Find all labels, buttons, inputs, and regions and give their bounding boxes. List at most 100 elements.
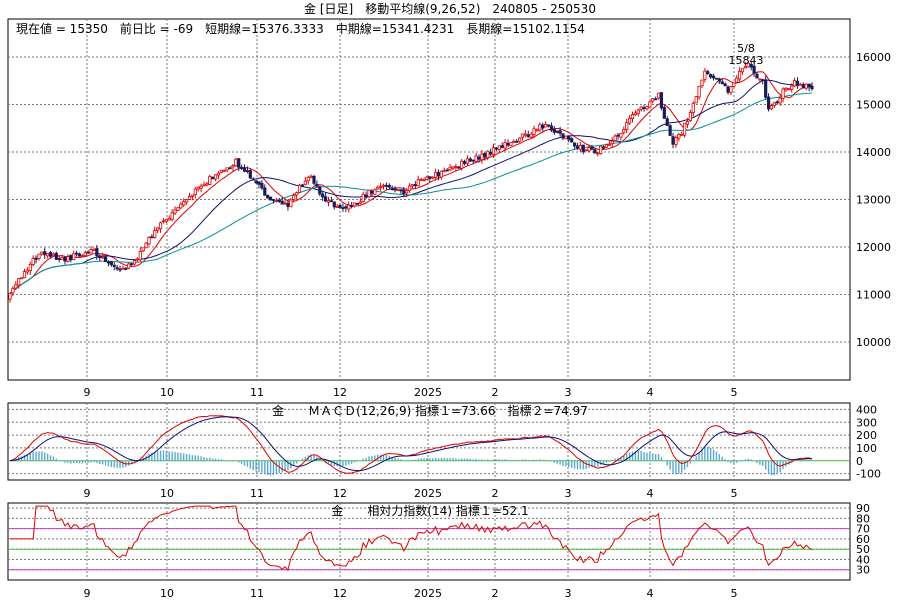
moving-average-52 bbox=[9, 92, 813, 294]
candle-up bbox=[636, 109, 640, 114]
rsi-lines bbox=[10, 505, 813, 572]
candle-down bbox=[34, 257, 38, 260]
candle-up bbox=[8, 293, 12, 300]
candle-down bbox=[477, 156, 481, 160]
candle-down bbox=[572, 142, 577, 147]
candle-down bbox=[761, 79, 765, 81]
candle-down bbox=[48, 252, 53, 257]
candle-down bbox=[387, 185, 391, 188]
candle-up bbox=[685, 121, 690, 125]
candle-down bbox=[69, 254, 73, 261]
candle-up bbox=[396, 189, 400, 192]
candle-down bbox=[471, 159, 475, 162]
candle-down bbox=[228, 167, 232, 170]
price-y-tick-label: 12000 bbox=[856, 241, 891, 254]
candle-up bbox=[31, 258, 35, 265]
candle-down bbox=[526, 134, 530, 138]
candle-down bbox=[341, 207, 345, 209]
candle-up bbox=[17, 278, 21, 286]
candle-up bbox=[680, 133, 684, 136]
candle-up bbox=[784, 87, 788, 91]
candle-up bbox=[633, 112, 637, 115]
candle-up bbox=[37, 253, 41, 259]
candle-down bbox=[124, 267, 128, 270]
candle-down bbox=[795, 80, 800, 86]
candle-down bbox=[237, 158, 241, 168]
x-tick-label: 11 bbox=[250, 386, 264, 399]
candle-up bbox=[225, 167, 229, 171]
candle-up bbox=[144, 242, 148, 249]
candle-down bbox=[494, 147, 499, 150]
candle-up bbox=[596, 152, 600, 155]
candle-up bbox=[234, 158, 238, 167]
candle-down bbox=[312, 175, 316, 184]
candle-up bbox=[361, 193, 365, 202]
candle-up bbox=[297, 184, 302, 193]
candle-up bbox=[156, 227, 160, 231]
candle-up bbox=[613, 135, 617, 141]
macd-grid bbox=[8, 403, 850, 480]
candle-down bbox=[98, 255, 102, 259]
candle-down bbox=[500, 145, 504, 149]
high-annotation-value: 15843 bbox=[729, 54, 764, 67]
candle-up bbox=[451, 166, 455, 169]
candle-down bbox=[506, 142, 510, 146]
candle-up bbox=[335, 205, 339, 208]
candle-up bbox=[367, 189, 371, 198]
candle-up bbox=[651, 98, 655, 102]
rsi-line bbox=[10, 505, 813, 572]
candle-up bbox=[14, 284, 18, 289]
candle-down bbox=[541, 124, 545, 129]
price-panel: 現在値 = 15350 前日比 = -69 短期線=15376.3333 中期線… bbox=[7, 18, 891, 399]
candle-up bbox=[138, 251, 142, 261]
x-tick-label: 2 bbox=[492, 587, 499, 600]
candle-up bbox=[347, 204, 351, 210]
candle-up bbox=[216, 172, 221, 176]
candle-down bbox=[575, 145, 580, 149]
candle-up bbox=[419, 179, 423, 181]
candle-up bbox=[158, 222, 163, 230]
candle-down bbox=[344, 206, 348, 209]
candle-up bbox=[127, 263, 131, 269]
candle-down bbox=[364, 194, 368, 198]
candle-up bbox=[564, 135, 568, 140]
candle-down bbox=[457, 166, 461, 169]
candle-down bbox=[323, 196, 328, 202]
candle-down bbox=[593, 149, 597, 154]
candle-up bbox=[213, 174, 218, 180]
candle-down bbox=[54, 252, 58, 260]
candle-down bbox=[709, 74, 713, 78]
candle-down bbox=[468, 158, 472, 162]
candle-up bbox=[735, 77, 739, 83]
candle-down bbox=[329, 200, 333, 203]
candle-down bbox=[601, 146, 606, 149]
candlesticks bbox=[8, 61, 814, 303]
rsi-x-tick-labels: 9 10 11 12 2025 2 3 4 5 bbox=[84, 587, 738, 600]
candle-down bbox=[77, 253, 82, 257]
high-annotation-date: 5/8 bbox=[737, 42, 755, 55]
macd-y-tick-label: 0 bbox=[856, 455, 863, 468]
rsi-y-tick-label: 40 bbox=[856, 553, 870, 566]
x-tick-label: 5 bbox=[731, 386, 738, 399]
price-y-tick-label: 16000 bbox=[856, 51, 891, 64]
candle-up bbox=[781, 88, 785, 99]
candle-down bbox=[570, 138, 574, 143]
rsi-y-tick-label: 80 bbox=[856, 512, 870, 525]
candle-up bbox=[480, 153, 484, 161]
candle-up bbox=[442, 169, 446, 172]
candle-up bbox=[274, 200, 278, 203]
candle-down bbox=[57, 258, 61, 261]
candle-up bbox=[306, 177, 310, 182]
price-x-tick-labels: 9 10 11 12 2025 2 3 4 5 bbox=[84, 386, 738, 399]
candle-down bbox=[462, 161, 467, 164]
candle-down bbox=[248, 170, 252, 179]
candle-up bbox=[448, 166, 452, 171]
candle-up bbox=[309, 175, 313, 178]
x-tick-label: 4 bbox=[647, 587, 654, 600]
candle-up bbox=[205, 183, 209, 186]
candle-up bbox=[80, 255, 84, 258]
candle-up bbox=[170, 212, 174, 220]
candle-down bbox=[150, 236, 154, 239]
